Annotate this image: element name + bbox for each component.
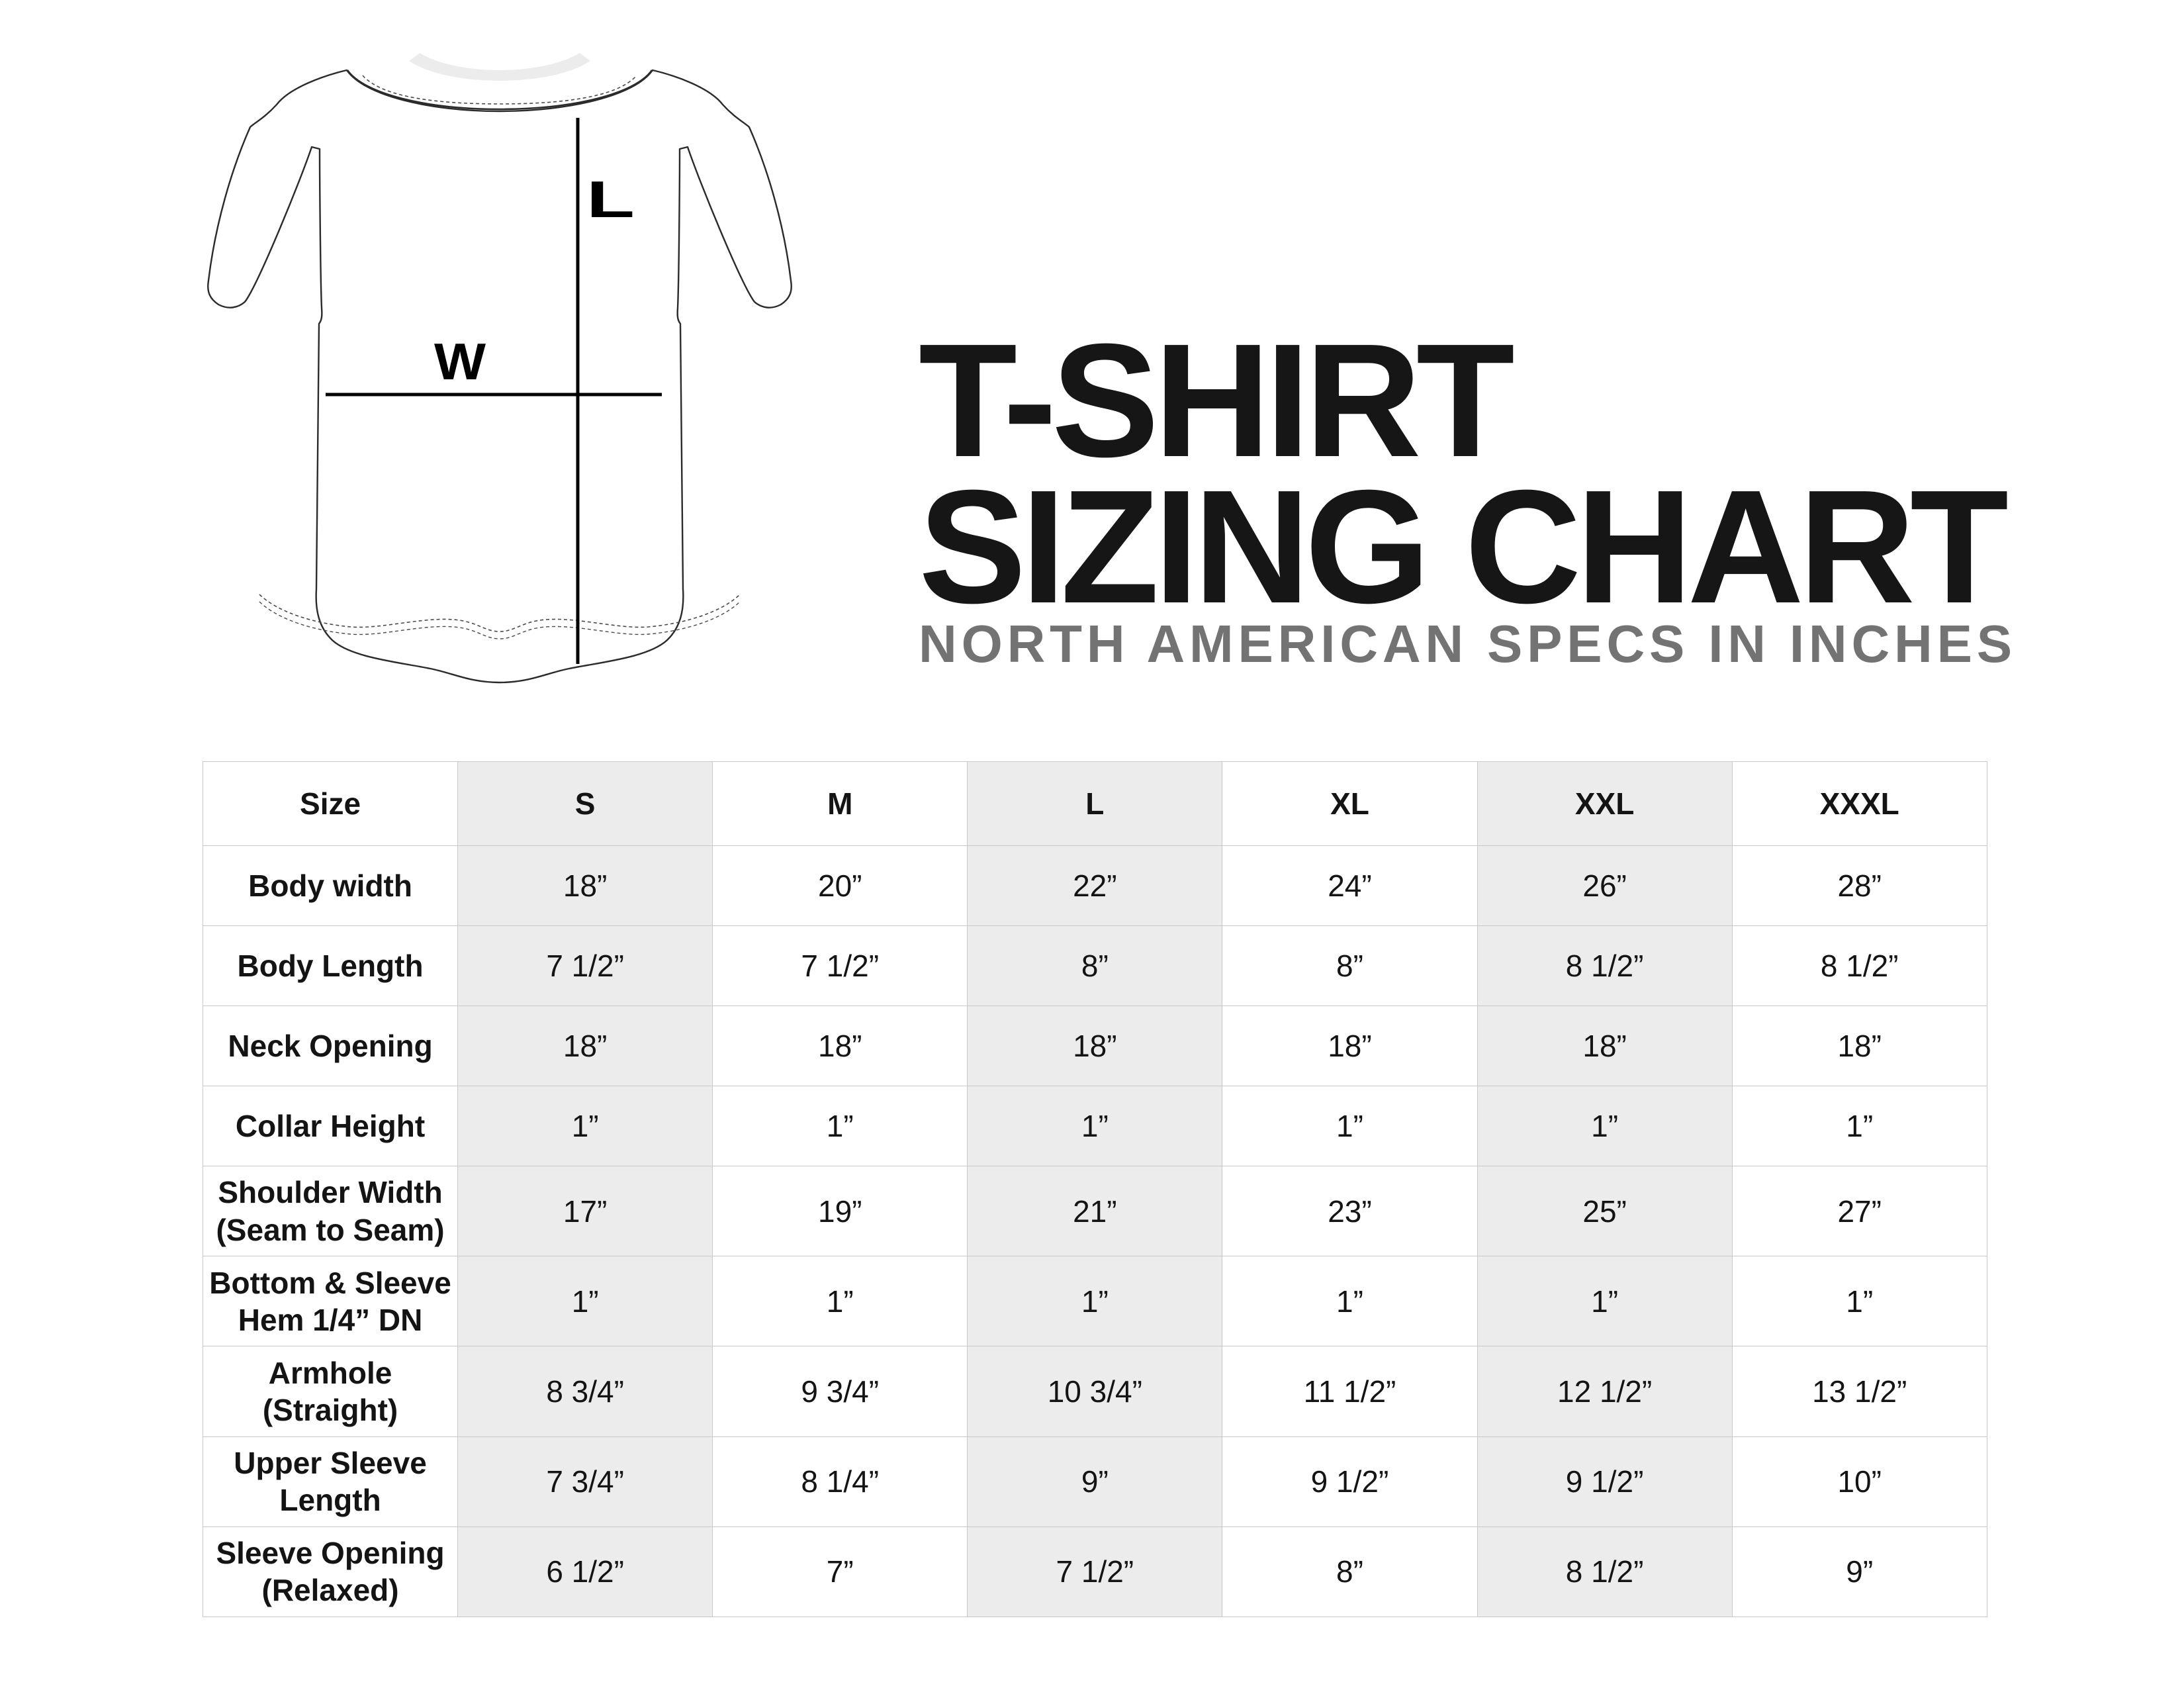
svg-text:L: L xyxy=(586,170,635,228)
svg-text:W: W xyxy=(434,332,486,391)
